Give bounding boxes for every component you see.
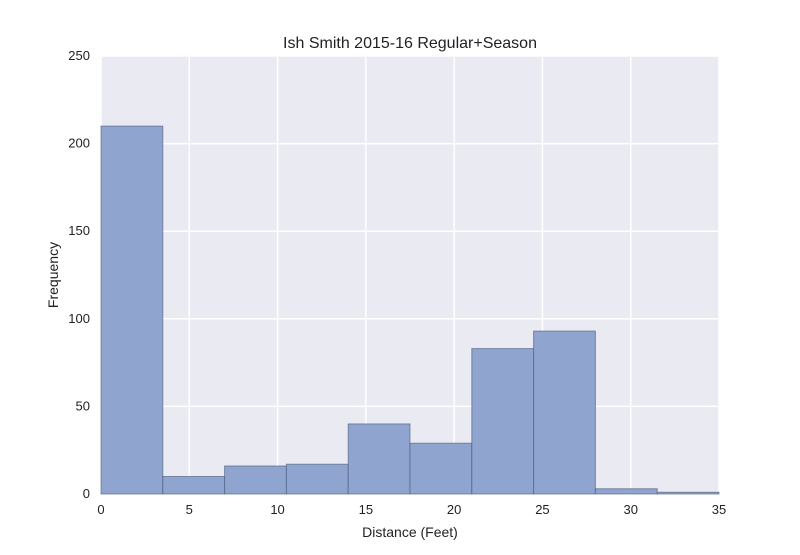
chart-title: Ish Smith 2015-16 Regular+Season [283,35,537,52]
y-tick-label: 150 [68,223,90,238]
x-tick-label: 15 [359,502,373,517]
x-tick-label: 35 [712,502,726,517]
histogram-bar [285,463,349,495]
x-tick-label: 20 [447,502,461,517]
plot-background [101,56,719,494]
y-tick-label: 50 [76,398,90,413]
y-tick-label: 0 [83,486,90,501]
bars [100,125,720,495]
y-tick-label: 200 [68,136,90,151]
histogram-bar [594,488,658,495]
x-tick-label: 10 [270,502,284,517]
histogram-bar [100,125,164,495]
x-tick-label: 5 [186,502,193,517]
y-tick-labels: 0 50 100 150 200 250 [68,48,90,501]
x-tick-labels: 0 5 10 15 20 25 30 35 [97,502,726,517]
x-tick-label: 0 [97,502,104,517]
histogram-bar [533,330,596,495]
y-tick-label: 250 [68,48,90,63]
y-tick-label: 100 [68,311,90,326]
histogram-bar [347,423,411,495]
y-axis-label: Frequency [45,242,61,308]
histogram-bar [162,475,226,495]
histogram-bar [471,348,535,495]
x-tick-label: 25 [535,502,549,517]
histogram-bar [656,491,720,495]
histogram-bar [224,465,287,495]
histogram-bar [409,442,473,495]
x-axis-label: Distance (Feet) [362,524,458,540]
x-tick-label: 30 [623,502,637,517]
